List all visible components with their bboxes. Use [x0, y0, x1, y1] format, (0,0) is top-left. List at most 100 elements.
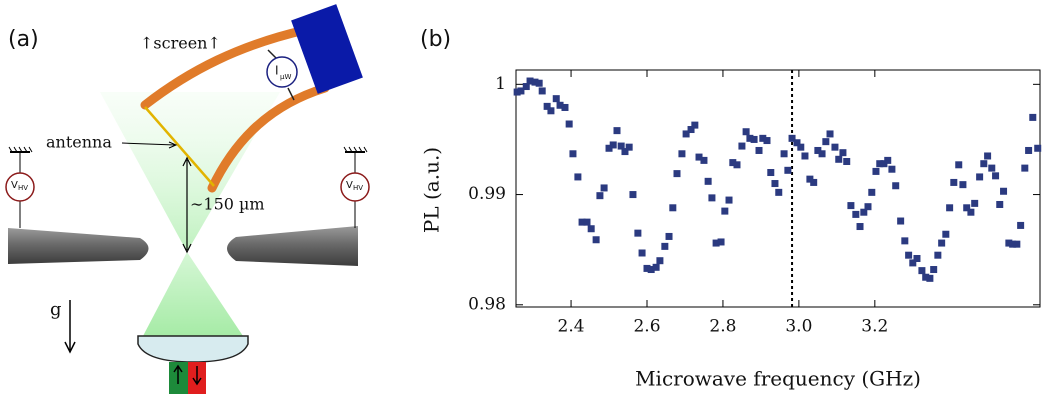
data-point [880, 160, 888, 168]
data-point [712, 239, 720, 247]
data-point [673, 170, 681, 178]
data-point [695, 153, 703, 161]
data-point [600, 184, 608, 192]
arm [207, 83, 330, 193]
data-point [852, 210, 860, 218]
data-point [729, 159, 737, 167]
data-point [691, 121, 699, 129]
data-point [638, 249, 646, 257]
panel-label: (b) [420, 27, 451, 52]
x-tick-label: 2.4 [558, 317, 585, 337]
data-point [750, 135, 758, 143]
ground-right [340, 146, 370, 228]
data-point [996, 200, 1004, 208]
data-point [905, 251, 913, 259]
arrow-head [168, 141, 178, 149]
data-point [629, 191, 637, 199]
data-point [746, 134, 754, 142]
data-point [901, 237, 909, 245]
data-point [926, 274, 934, 282]
data-point [793, 139, 801, 147]
data-point [856, 223, 864, 231]
data-point [938, 239, 946, 247]
data-point [543, 102, 551, 110]
data-point [1025, 146, 1033, 154]
data-point [909, 259, 917, 267]
y-axis-label: PL (a.u.) [420, 147, 444, 233]
data-point [625, 143, 633, 151]
data-point [617, 142, 625, 150]
data-point [725, 196, 733, 204]
x-tick-label: 2.6 [633, 317, 660, 337]
data-point [818, 150, 826, 158]
data-point [806, 175, 814, 183]
data-point [634, 229, 642, 237]
laser-beam [143, 252, 243, 336]
data-point [522, 83, 530, 91]
data-point [843, 157, 851, 165]
x-tick-label: 2.8 [709, 317, 736, 337]
data-point [839, 149, 847, 157]
data-point [587, 225, 595, 233]
panel-label: (a) [8, 27, 39, 52]
screen-label: ↑screen↑ [140, 34, 221, 53]
plot-frame [515, 69, 1041, 308]
data-point [918, 267, 926, 275]
data-point [872, 167, 880, 175]
data-point [556, 101, 564, 109]
data-point [687, 126, 695, 134]
data-point [1009, 240, 1017, 248]
data-point [592, 236, 600, 244]
data-point [682, 130, 690, 138]
data-point [984, 152, 992, 160]
laser-beam [100, 92, 280, 252]
data-point [513, 88, 521, 96]
gravity-label: g [50, 299, 62, 320]
data-point [569, 150, 577, 158]
data-point [868, 188, 876, 196]
data-point [980, 160, 988, 168]
data-point [1017, 221, 1025, 229]
data-point [535, 79, 543, 87]
data-point [775, 188, 783, 196]
data-point [847, 202, 855, 210]
current-source [266, 56, 298, 88]
data-point [784, 166, 792, 174]
data-point [814, 146, 822, 154]
electrode [8, 228, 149, 264]
x-tick-label: 3.0 [785, 317, 812, 337]
data-point [565, 120, 573, 128]
data-point [1034, 144, 1042, 152]
holder [291, 4, 363, 94]
data-point [742, 128, 750, 136]
data-point [1029, 113, 1037, 121]
ground-left [5, 146, 35, 228]
data-point [876, 160, 884, 168]
data-point [992, 172, 1000, 180]
data-point [605, 144, 613, 152]
voltage-subscript: HV [18, 184, 28, 192]
data-point [988, 164, 996, 172]
data-point [913, 254, 921, 262]
data-point [531, 78, 539, 86]
data-point [922, 273, 930, 281]
data-point [526, 77, 534, 85]
data-point [1000, 187, 1008, 195]
data-point [950, 178, 958, 186]
data-point [1021, 164, 1029, 172]
electrode [227, 226, 358, 266]
data-point [822, 138, 830, 146]
data-point [860, 208, 868, 216]
data-point [538, 87, 546, 95]
data-point [561, 103, 569, 111]
data-point [721, 207, 729, 215]
data-point [963, 204, 971, 212]
arrow-head [182, 156, 192, 254]
data-point [946, 204, 954, 212]
data-point [759, 134, 767, 142]
data-point [884, 156, 892, 164]
data-point [942, 230, 950, 238]
y-tick-label: 0.98 [468, 294, 506, 314]
wire [287, 87, 295, 101]
data-point [810, 178, 818, 186]
